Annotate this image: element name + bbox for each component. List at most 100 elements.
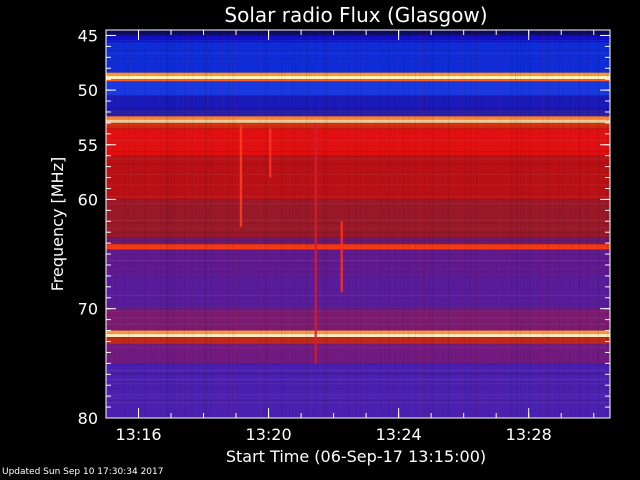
texture-hline (106, 271, 610, 272)
texture-hline (106, 382, 610, 384)
texture-vline (158, 30, 160, 418)
texture-hline (106, 254, 610, 255)
texture-hline (106, 150, 610, 152)
texture-hline (106, 196, 610, 198)
texture-hline (106, 158, 610, 160)
texture-vline (128, 30, 130, 418)
texture-vline (260, 30, 262, 418)
texture-vline (570, 30, 572, 418)
texture-vline (228, 30, 230, 418)
texture-vline (551, 30, 553, 418)
texture-hline (106, 304, 610, 306)
texture-vline (460, 30, 462, 418)
texture-hline (106, 121, 610, 123)
texture-vline (544, 30, 546, 418)
texture-hline (106, 317, 610, 319)
texture-vline (193, 30, 194, 418)
texture-vline (355, 30, 357, 418)
texture-hline (106, 295, 610, 297)
y-axis: 45 50 55 60 70 80 (78, 26, 610, 428)
frequency-band-21 (106, 333, 610, 338)
texture-hline (106, 275, 610, 277)
frequency-band-0 (106, 30, 610, 36)
texture-vline (448, 30, 450, 418)
texture-hline (106, 122, 610, 124)
texture-hline (106, 372, 610, 374)
texture-hline (106, 227, 610, 229)
texture-vline (558, 30, 560, 418)
texture-vline (583, 30, 585, 418)
texture-vline (587, 30, 589, 418)
texture-vline (546, 30, 548, 418)
texture-vline (423, 30, 425, 418)
texture-vline (606, 30, 608, 418)
texture-vline (408, 30, 410, 418)
frequency-band-5 (106, 79, 610, 82)
texture-vline (132, 30, 134, 418)
texture-vline (510, 30, 512, 418)
texture-hline (106, 346, 610, 348)
texture-vline (595, 30, 596, 418)
texture-vline (431, 30, 433, 418)
texture-vline (306, 30, 307, 418)
plot-area (106, 30, 610, 418)
frequency-band-6 (106, 81, 610, 96)
texture-hline (106, 126, 610, 128)
texture-hline (106, 108, 610, 110)
texture-hline (106, 60, 610, 61)
texture-vline (205, 30, 207, 418)
y-tick-label: 55 (78, 136, 98, 155)
frequency-band-11 (106, 122, 610, 129)
texture-vline (529, 30, 531, 418)
texture-vline (292, 30, 294, 418)
texture-vline (184, 30, 185, 418)
burst-feature-1 (269, 128, 272, 178)
texture-vline (308, 30, 310, 418)
texture-hline (106, 396, 610, 398)
texture-vline (562, 30, 564, 418)
texture-vline (299, 30, 301, 418)
texture-hline (106, 277, 610, 278)
plot-frame (105, 29, 611, 419)
texture-vline (111, 30, 113, 418)
frequency-band-10 (106, 119, 610, 123)
texture-hline (106, 40, 610, 41)
texture-vline (407, 30, 409, 418)
texture-vline (182, 30, 184, 418)
texture-vline (597, 30, 599, 418)
texture-vline (509, 30, 511, 418)
texture-vline (542, 30, 544, 418)
frequency-band-14 (106, 199, 610, 238)
x-tick-label: 13:16 (115, 425, 161, 444)
texture-hline (106, 157, 610, 159)
texture-hline (106, 275, 610, 277)
texture-vline (173, 30, 175, 418)
frequency-band-20 (106, 330, 610, 334)
texture-vline (428, 30, 430, 418)
texture-vline (281, 30, 282, 418)
texture-hline (106, 307, 610, 308)
texture-hline (106, 52, 610, 54)
texture-vline (419, 30, 421, 418)
texture-vline (423, 30, 425, 418)
texture-hline (106, 120, 610, 122)
texture-vline (470, 30, 472, 418)
frequency-band-7 (106, 95, 610, 110)
texture-vline (464, 30, 466, 418)
texture-vline (415, 30, 417, 418)
texture-vline (461, 30, 463, 418)
texture-hline (106, 140, 610, 141)
texture-hline (106, 230, 610, 232)
frequency-band-23 (106, 343, 610, 364)
texture-vline (167, 30, 169, 418)
texture-vline (160, 30, 162, 418)
texture-vline (497, 30, 499, 418)
updated-timestamp: Updated Sun Sep 10 17:30:34 2017 (2, 467, 164, 477)
texture-vline (410, 30, 412, 418)
texture-vline (234, 30, 236, 418)
texture-vline (231, 30, 233, 418)
texture-vline (165, 30, 167, 418)
texture-hline (106, 127, 610, 129)
texture-hline (106, 184, 610, 186)
texture-vline (358, 30, 360, 418)
